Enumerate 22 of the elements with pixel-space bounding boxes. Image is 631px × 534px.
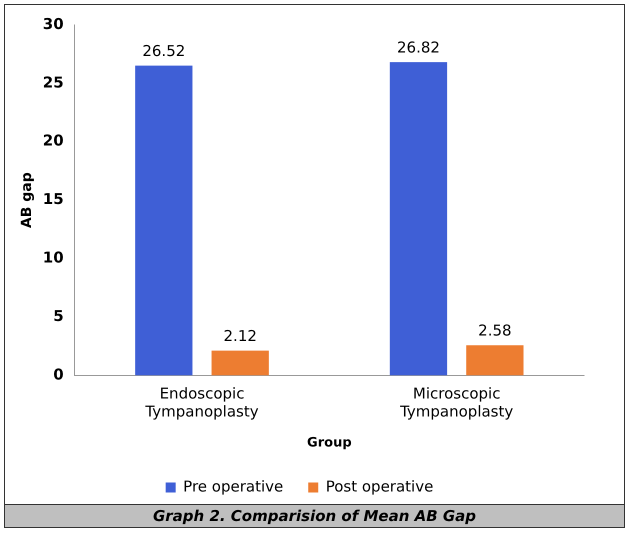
legend-label: Pre operative bbox=[183, 477, 284, 496]
bar bbox=[390, 62, 448, 376]
data-label: 2.12 bbox=[224, 327, 257, 346]
data-label: 2.58 bbox=[478, 322, 512, 340]
x-tick-label: Microscopic Tympanoplasty bbox=[399, 384, 514, 420]
y-tick-label: 10 bbox=[42, 248, 64, 266]
y-tick-label: 15 bbox=[42, 190, 64, 208]
data-label: 26.82 bbox=[396, 38, 440, 57]
y-tick-label: 0 bbox=[53, 365, 64, 384]
bar bbox=[212, 350, 269, 376]
y-tick-label: 30 bbox=[42, 14, 64, 33]
bar bbox=[466, 345, 524, 376]
x-tick-label: Endoscopic Tympanoplasty bbox=[144, 384, 259, 420]
data-label: 26.52 bbox=[142, 42, 186, 60]
y-tick-label: 25 bbox=[42, 73, 64, 92]
bar bbox=[135, 66, 192, 376]
y-tick-label: 20 bbox=[42, 132, 64, 150]
y-tick-label: 5 bbox=[53, 306, 64, 325]
y-axis-title: AB gap bbox=[19, 172, 36, 228]
legend-label: Post operative bbox=[326, 477, 434, 496]
x-axis-title: Group bbox=[307, 436, 352, 451]
text: Graph 2. Comparision of Mean AB Gap bbox=[5, 504, 624, 527]
